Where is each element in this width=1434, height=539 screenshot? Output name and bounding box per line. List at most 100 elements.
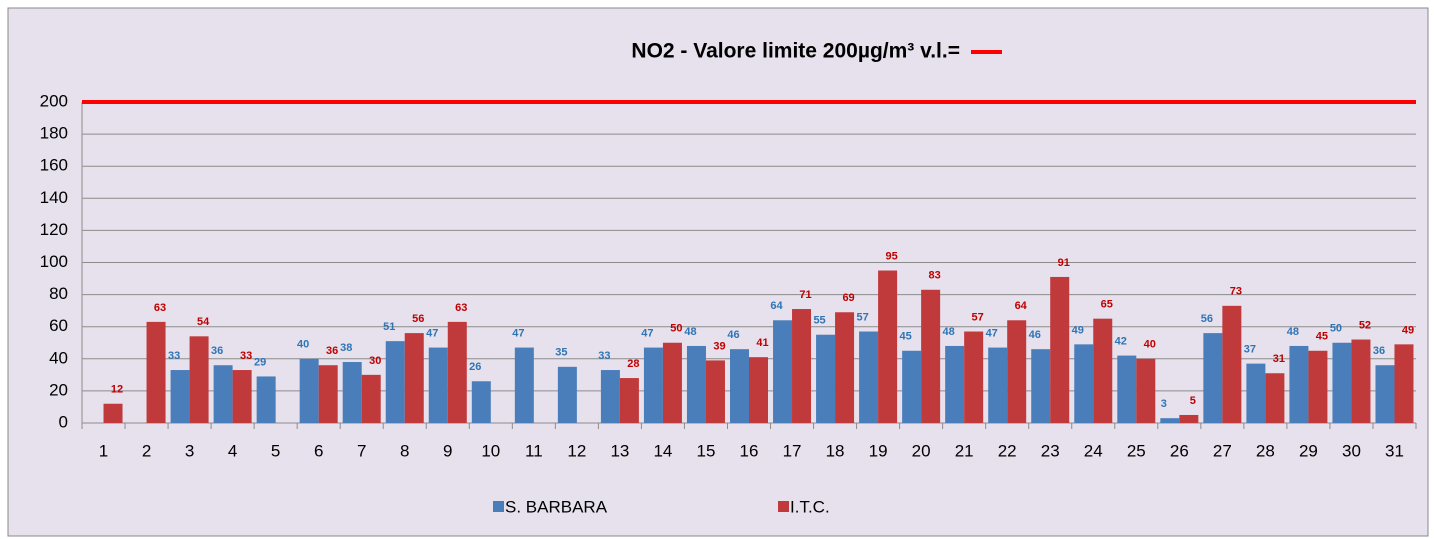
- bar: [232, 370, 252, 423]
- y-tick-label: 80: [49, 284, 68, 303]
- bar: [600, 370, 620, 423]
- data-label: 57: [856, 311, 868, 323]
- data-label: 33: [240, 350, 252, 362]
- data-label: 45: [1316, 331, 1328, 343]
- bar: [1074, 344, 1094, 423]
- bar: [1136, 358, 1156, 423]
- y-tick-label: 140: [40, 188, 68, 207]
- bar: [342, 362, 362, 423]
- data-label: 50: [670, 323, 682, 335]
- x-tick-label: 16: [740, 441, 759, 460]
- data-label: 52: [1359, 319, 1371, 331]
- bar: [299, 358, 319, 423]
- data-label: 38: [340, 342, 352, 354]
- data-label: 33: [598, 350, 610, 362]
- x-tick-label: 22: [998, 441, 1017, 460]
- x-tick-label: 29: [1299, 441, 1318, 460]
- data-label: 73: [1230, 286, 1242, 298]
- data-label: 29: [254, 356, 266, 368]
- data-label: 46: [1029, 329, 1041, 341]
- chart-title: NO2 - Valore limite 200µg/m³ v.l.=: [631, 40, 960, 63]
- y-tick-label: 20: [49, 380, 68, 399]
- data-label: 47: [641, 327, 653, 339]
- data-label: 50: [1330, 323, 1342, 335]
- data-label: 35: [555, 347, 567, 359]
- legend-swatch: [493, 501, 504, 512]
- x-tick-label: 7: [357, 441, 366, 460]
- data-label: 64: [1015, 300, 1028, 312]
- bar: [1031, 349, 1051, 423]
- x-tick-label: 8: [400, 441, 409, 460]
- data-label: 48: [1287, 326, 1299, 338]
- data-label: 36: [326, 345, 338, 357]
- bar: [749, 357, 768, 423]
- data-label: 26: [469, 361, 481, 373]
- bar: [557, 366, 577, 423]
- y-tick-label: 180: [40, 124, 68, 143]
- x-tick-label: 25: [1127, 441, 1146, 460]
- data-label: 30: [369, 355, 381, 367]
- bar: [1179, 414, 1199, 423]
- bar: [686, 345, 706, 423]
- bar: [1222, 305, 1242, 423]
- data-label: 56: [412, 313, 424, 325]
- y-tick-label: 200: [40, 91, 68, 110]
- data-label: 49: [1072, 324, 1084, 336]
- data-label: 28: [627, 358, 639, 370]
- bar: [1160, 418, 1180, 423]
- bar: [730, 349, 749, 423]
- legend-label: I.T.C.: [790, 497, 830, 516]
- bar: [1289, 345, 1309, 423]
- x-tick-label: 13: [610, 441, 629, 460]
- y-tick-label: 100: [40, 252, 68, 271]
- data-label: 83: [929, 270, 941, 282]
- y-tick-label: 0: [59, 412, 68, 431]
- bar: [189, 336, 209, 423]
- y-tick-label: 160: [40, 156, 68, 175]
- y-tick-label: 120: [40, 220, 68, 239]
- bar: [1394, 344, 1414, 423]
- bar: [213, 365, 233, 423]
- bar: [385, 341, 405, 423]
- bar: [1308, 350, 1328, 423]
- bar: [1007, 320, 1027, 423]
- legend-swatch: [778, 501, 789, 512]
- bar: [902, 350, 922, 423]
- bar: [835, 312, 855, 423]
- bar: [662, 342, 682, 423]
- x-tick-label: 12: [567, 441, 586, 460]
- data-label: 49: [1402, 324, 1414, 336]
- x-tick-label: 10: [481, 441, 500, 460]
- data-label: 12: [111, 384, 123, 396]
- bar: [428, 347, 448, 423]
- x-tick-label: 5: [271, 441, 280, 460]
- data-label: 46: [727, 329, 739, 341]
- data-label: 51: [383, 321, 395, 333]
- bar: [1246, 363, 1266, 423]
- bar: [1203, 333, 1223, 423]
- chart-area: [7, 7, 1429, 537]
- y-tick-label: 40: [49, 348, 68, 367]
- bar: [1332, 342, 1352, 423]
- data-label: 64: [770, 300, 783, 312]
- x-tick-label: 4: [228, 441, 237, 460]
- legend-label: S. BARBARA: [505, 497, 608, 516]
- data-label: 36: [211, 345, 223, 357]
- data-label: 57: [972, 311, 984, 323]
- bar: [816, 334, 836, 423]
- data-label: 91: [1058, 257, 1070, 269]
- bar: [988, 347, 1008, 423]
- bar: [103, 403, 123, 423]
- bar: [792, 309, 812, 423]
- x-tick-label: 14: [653, 441, 672, 460]
- data-label: 36: [1373, 345, 1385, 357]
- data-label: 95: [885, 250, 897, 262]
- bar: [1050, 276, 1070, 423]
- data-label: 63: [455, 302, 467, 314]
- x-tick-label: 28: [1256, 441, 1275, 460]
- x-tick-label: 1: [99, 441, 108, 460]
- data-label: 54: [197, 316, 210, 328]
- bar: [471, 381, 491, 423]
- x-tick-label: 11: [525, 441, 543, 460]
